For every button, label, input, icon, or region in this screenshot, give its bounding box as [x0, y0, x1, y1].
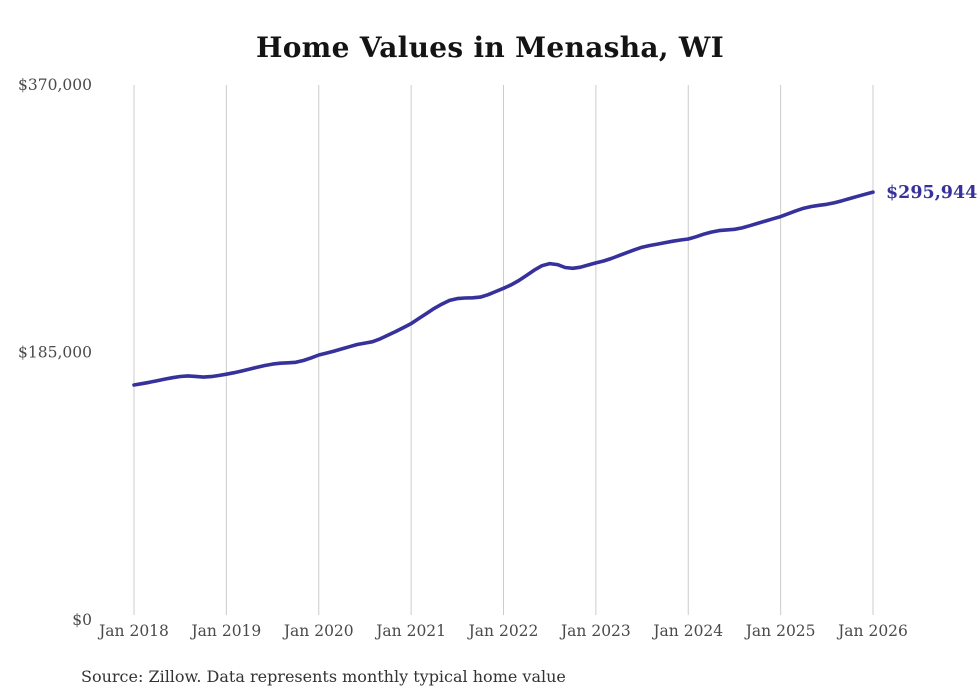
x-axis-tick-label: Jan 2026 — [836, 622, 908, 640]
source-note: Source: Zillow. Data represents monthly … — [81, 667, 566, 686]
x-axis-tick-label: Jan 2020 — [282, 622, 354, 640]
y-axis-tick-label: $0 — [72, 611, 92, 629]
y-axis-tick-label: $185,000 — [18, 344, 92, 362]
x-axis-tick-label: Jan 2022 — [467, 622, 539, 640]
x-axis-tick-label: Jan 2019 — [189, 622, 261, 640]
x-axis-tick-label: Jan 2023 — [559, 622, 631, 640]
x-axis-tick-label: Jan 2018 — [97, 622, 169, 640]
latest-value-label: $295,944 — [886, 183, 977, 203]
chart-title: Home Values in Menasha, WI — [255, 31, 725, 64]
y-axis-tick-label: $370,000 — [18, 76, 92, 94]
x-axis-tick-label: Jan 2024 — [651, 622, 723, 640]
x-axis-tick-label: Jan 2025 — [744, 622, 816, 640]
home-value-line — [132, 190, 875, 387]
x-axis-tick-label: Jan 2021 — [374, 622, 446, 640]
